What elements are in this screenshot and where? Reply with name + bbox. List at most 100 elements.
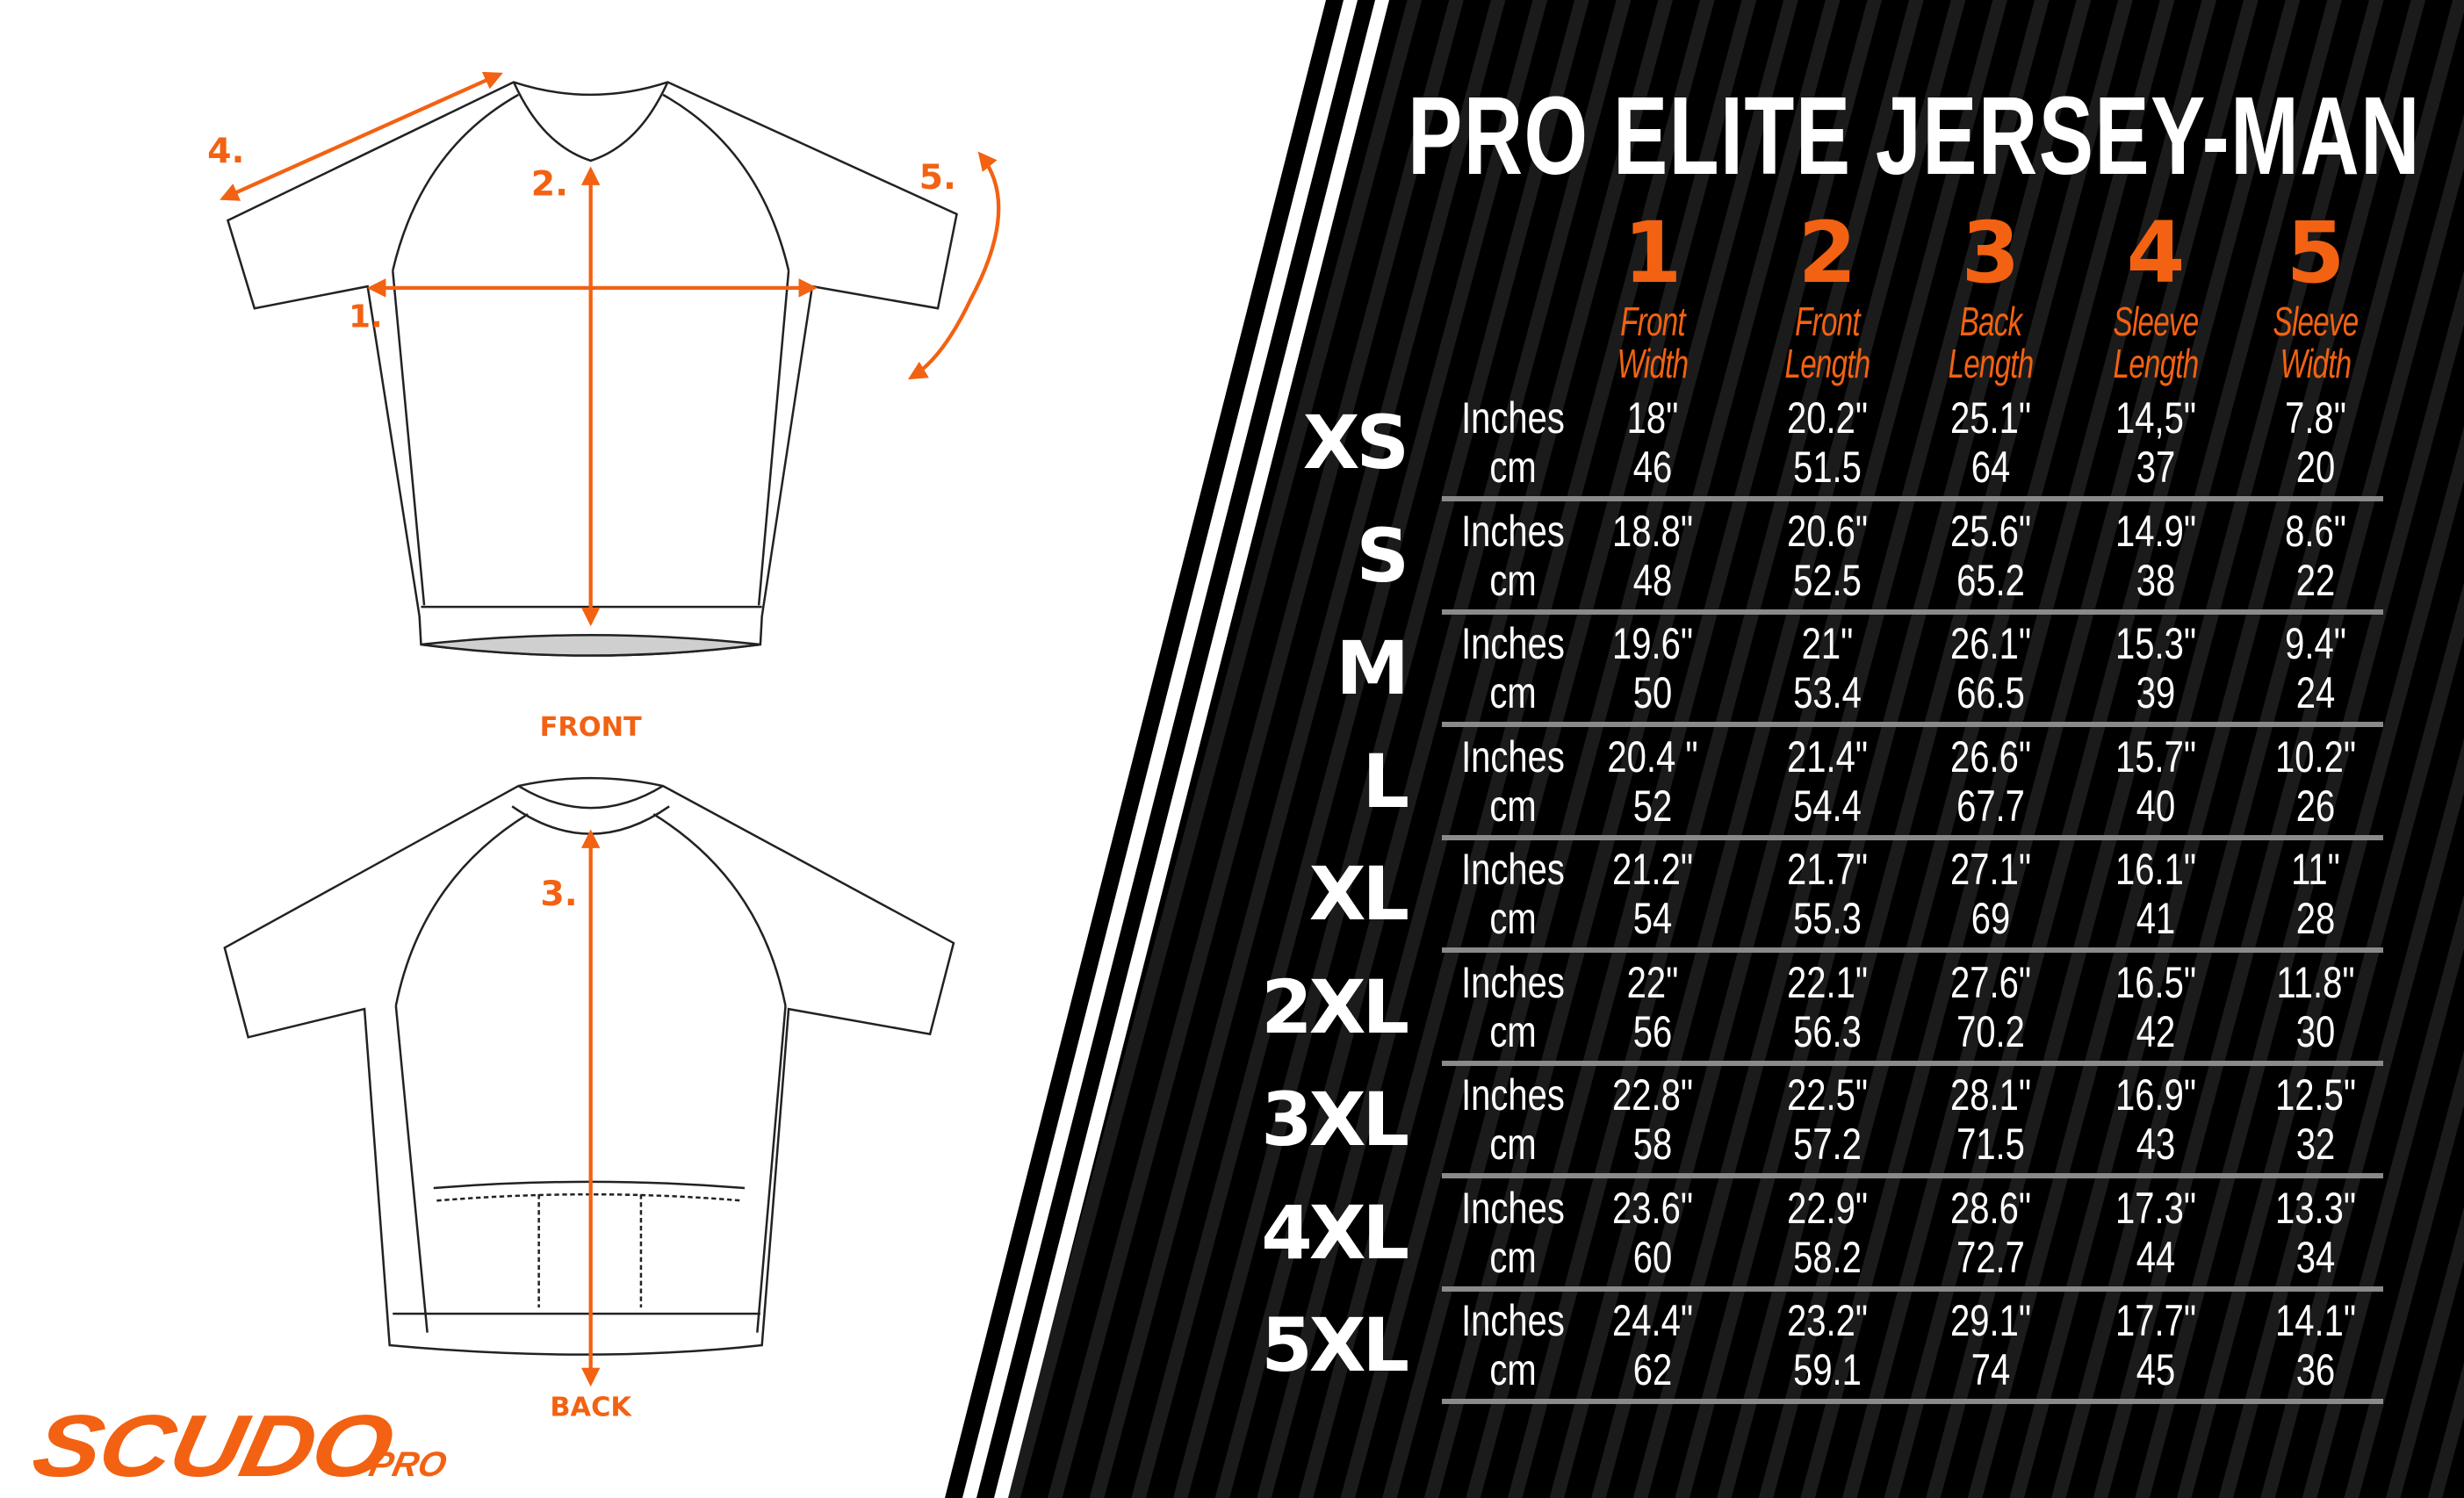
value-cm: 58.2 bbox=[1793, 1232, 1862, 1282]
value-cm: 40 bbox=[2136, 781, 2176, 831]
unit-label-cm: cm bbox=[1489, 555, 1537, 605]
size-label: 2XL bbox=[1261, 963, 1409, 1050]
row-separator bbox=[1442, 609, 2383, 615]
value-cm: 20 bbox=[2295, 443, 2336, 492]
value-inches: 17.7" bbox=[2115, 1296, 2197, 1345]
front-label: FRONT bbox=[540, 712, 642, 743]
unit-label-inches: Inches bbox=[1461, 1296, 1565, 1345]
row-separator bbox=[1442, 1399, 2383, 1404]
value-cm: 52 bbox=[1632, 781, 1673, 831]
unit-label-cm: cm bbox=[1489, 668, 1537, 717]
value-inches: 20.4 " bbox=[1607, 731, 1698, 781]
value-inches: 25.1" bbox=[1949, 393, 2032, 443]
page-title: PRO ELITE JERSEY-MAN bbox=[1408, 74, 2421, 198]
row-separator bbox=[1442, 1286, 2383, 1292]
unit-label-inches: Inches bbox=[1461, 506, 1565, 556]
value-inches: 11.8" bbox=[2276, 957, 2355, 1007]
value-inches: 28.1" bbox=[1949, 1070, 2032, 1120]
measurement-arrows bbox=[220, 71, 1001, 1387]
value-cm: 64 bbox=[1970, 443, 2011, 492]
column-number: 1 bbox=[1623, 204, 1682, 302]
value-cm: 32 bbox=[2295, 1120, 2336, 1169]
value-inches: 20.2" bbox=[1786, 393, 1869, 443]
value-cm: 52.5 bbox=[1793, 555, 1862, 605]
value-inches: 21" bbox=[1801, 619, 1854, 668]
value-cm: 69 bbox=[1970, 894, 2011, 943]
value-inches: 27.6" bbox=[1949, 957, 2032, 1007]
size-label: XL bbox=[1308, 851, 1409, 937]
value-inches: 8.6" bbox=[2285, 506, 2346, 556]
unit-label-inches: Inches bbox=[1461, 393, 1565, 443]
value-cm: 72.7 bbox=[1956, 1232, 2025, 1282]
arrow-sleeve-length bbox=[220, 71, 503, 201]
column-label-line: Length bbox=[1784, 341, 1871, 386]
size-label: 5XL bbox=[1261, 1302, 1409, 1388]
size-label: 3XL bbox=[1261, 1077, 1409, 1163]
value-inches: 20.6" bbox=[1786, 506, 1869, 556]
column-number: 4 bbox=[2126, 204, 2186, 302]
marker-5: 5. bbox=[919, 157, 956, 198]
value-cm: 36 bbox=[2295, 1345, 2336, 1394]
column-label-line: Sleeve bbox=[2113, 299, 2200, 344]
value-cm: 53.4 bbox=[1793, 668, 1862, 717]
value-cm: 28 bbox=[2295, 894, 2336, 943]
value-cm: 46 bbox=[1632, 443, 1673, 492]
value-inches: 22" bbox=[1626, 957, 1679, 1007]
unit-label-inches: Inches bbox=[1461, 1070, 1565, 1120]
value-cm: 51.5 bbox=[1793, 443, 1862, 492]
back-label: BACK bbox=[550, 1392, 632, 1422]
unit-label-inches: Inches bbox=[1461, 619, 1565, 668]
value-inches: 15.3" bbox=[2115, 619, 2197, 668]
row-separator bbox=[1442, 947, 2383, 953]
column-label: Back Length bbox=[1948, 300, 2035, 386]
value-cm: 54 bbox=[1632, 894, 1673, 943]
table-row: M Inches cm 19.6" 21" 26.1" 15.3" 9.4" 50 53.4 66.… bbox=[0, 614, 2464, 727]
unit-label-cm: cm bbox=[1489, 781, 1537, 831]
value-inches: 18" bbox=[1626, 393, 1679, 443]
value-inches: 15.7" bbox=[2115, 731, 2197, 781]
value-inches: 13.3" bbox=[2274, 1183, 2357, 1233]
value-inches: 16.5" bbox=[2115, 957, 2197, 1007]
column-label-line: Front bbox=[1795, 299, 1860, 344]
value-cm: 41 bbox=[2136, 894, 2176, 943]
column-label-line: Length bbox=[1948, 341, 2035, 386]
value-inches: 27.1" bbox=[1949, 845, 2032, 894]
scudo-pro-logo: SCUDOPRO bbox=[25, 1396, 450, 1497]
value-cm: 44 bbox=[2136, 1232, 2176, 1282]
column-number: 3 bbox=[1961, 204, 2021, 302]
column-number: 5 bbox=[2286, 204, 2345, 302]
value-inches: 10.2" bbox=[2274, 731, 2357, 781]
value-cm: 42 bbox=[2136, 1006, 2176, 1056]
unit-label-cm: cm bbox=[1489, 1120, 1537, 1169]
row-separator bbox=[1442, 1173, 2383, 1178]
value-cm: 34 bbox=[2295, 1232, 2336, 1282]
column-label: Front Width bbox=[1617, 300, 1689, 385]
row-separator bbox=[1442, 496, 2383, 501]
marker-2: 2. bbox=[531, 163, 568, 204]
value-cm: 56 bbox=[1632, 1006, 1673, 1056]
value-inches: 11" bbox=[2291, 845, 2340, 894]
row-separator bbox=[1442, 722, 2383, 727]
column-label: Front Length bbox=[1784, 299, 1871, 386]
unit-label-cm: cm bbox=[1489, 443, 1537, 492]
column-label-line: Length bbox=[2113, 341, 2200, 386]
logo-sub: PRO bbox=[365, 1445, 450, 1484]
value-cm: 66.5 bbox=[1956, 668, 2025, 717]
value-cm: 74 bbox=[1970, 1345, 2011, 1394]
value-inches: 29.1" bbox=[1949, 1296, 2032, 1345]
value-cm: 58 bbox=[1632, 1120, 1673, 1169]
value-cm: 54.4 bbox=[1793, 781, 1862, 831]
value-inches: 22.1" bbox=[1786, 957, 1869, 1007]
size-label: 4XL bbox=[1261, 1189, 1409, 1276]
value-inches: 17.3" bbox=[2115, 1183, 2197, 1233]
unit-label-inches: Inches bbox=[1461, 845, 1565, 894]
value-cm: 30 bbox=[2295, 1006, 2336, 1056]
value-inches: 21.4" bbox=[1786, 731, 1869, 781]
unit-label-cm: cm bbox=[1489, 1006, 1537, 1056]
column-label-line: Front bbox=[1620, 299, 1685, 344]
row-separator bbox=[1442, 834, 2383, 840]
table-row: 4XL Inches cm 23.6" 22.9" 28.6" 17.3" 13.3" 60 58… bbox=[0, 1178, 2464, 1292]
unit-label-inches: Inches bbox=[1461, 731, 1565, 781]
table-row: S Inches cm 18.8" 20.6" 25.6" 14.9" 8.6" 48 52.5 6… bbox=[0, 501, 2464, 615]
value-cm: 45 bbox=[2136, 1345, 2176, 1394]
